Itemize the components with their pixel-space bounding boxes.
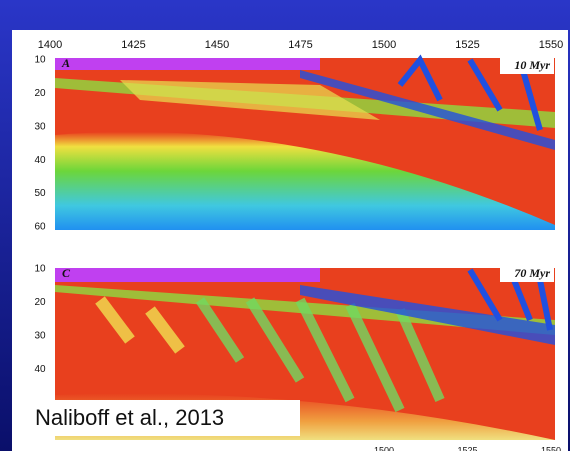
y-tick-label: 10 bbox=[34, 55, 46, 66]
x-tick-label: 1450 bbox=[205, 39, 229, 51]
x-tick-label: 1400 bbox=[38, 39, 62, 51]
y-tick-label: 40 bbox=[34, 364, 46, 375]
caption: Naliboff et al., 2013 bbox=[35, 405, 224, 430]
model-a bbox=[55, 58, 555, 230]
x-tick-label: 1550 bbox=[539, 39, 563, 51]
y-tick-label: 30 bbox=[34, 121, 46, 132]
y-tick-label: 30 bbox=[34, 330, 46, 341]
x-tick-label: 1550 bbox=[541, 445, 561, 451]
slide: A 10 Myr C 70 Myr Naliboff et al., 2013 … bbox=[0, 0, 570, 451]
y-tick-label: 40 bbox=[34, 155, 46, 166]
y-tick-label: 20 bbox=[34, 88, 46, 99]
x-tick-label: 1500 bbox=[374, 445, 394, 451]
x-tick-label: 1475 bbox=[288, 39, 312, 51]
y-tick-label: 10 bbox=[34, 264, 46, 275]
x-tick-label: 1500 bbox=[372, 39, 396, 51]
x-tick-label: 1525 bbox=[457, 445, 477, 451]
panel-time: 10 Myr bbox=[514, 58, 550, 72]
y-tick-label: 60 bbox=[34, 222, 46, 233]
x-tick-label: 1425 bbox=[121, 39, 145, 51]
panel-time: 70 Myr bbox=[514, 266, 550, 280]
y-tick-label: 50 bbox=[34, 188, 46, 199]
panel-label: C bbox=[62, 266, 71, 280]
y-tick-label: 20 bbox=[34, 297, 46, 308]
panel-label: A bbox=[61, 56, 70, 70]
x-tick-label: 1525 bbox=[455, 39, 479, 51]
